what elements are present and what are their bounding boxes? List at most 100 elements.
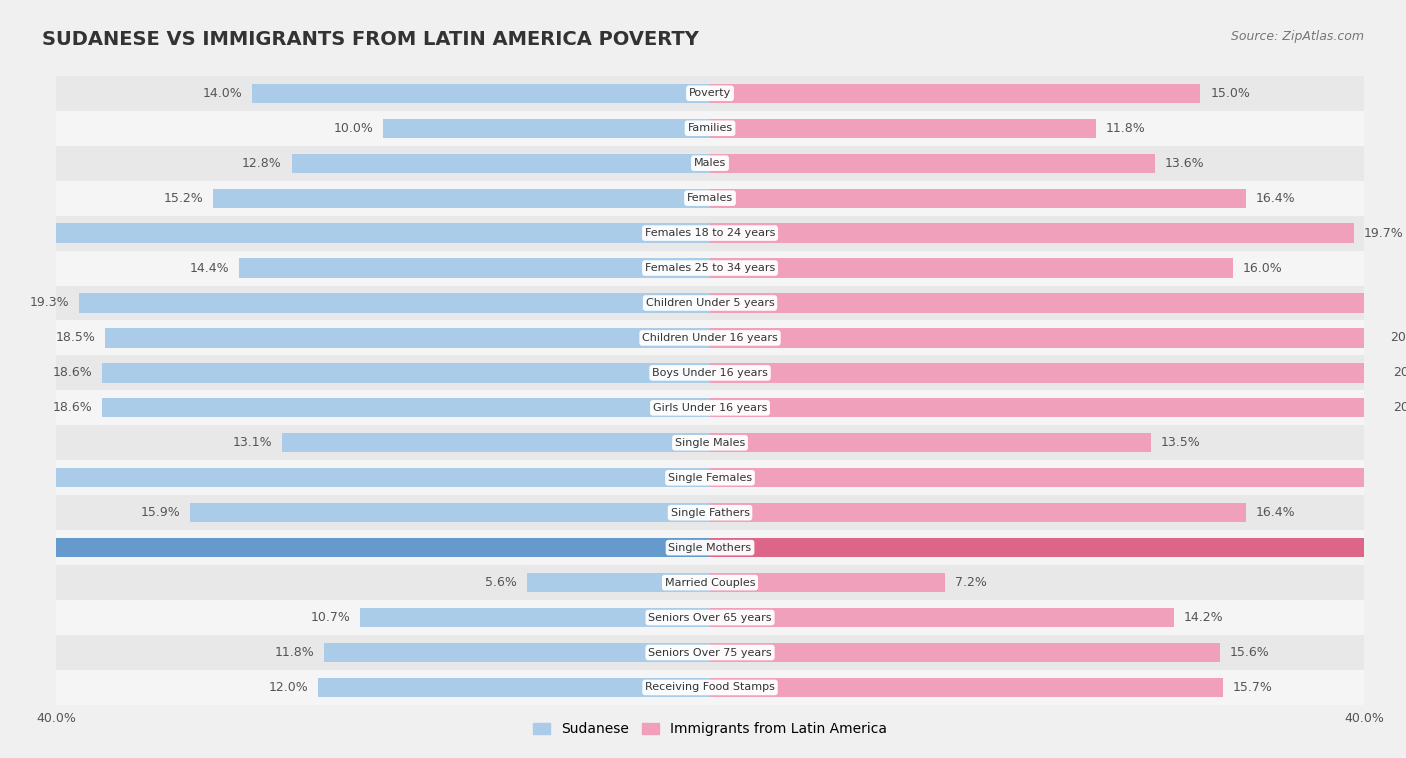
Bar [710,363,1384,383]
Text: Females 18 to 24 years: Females 18 to 24 years [645,228,775,238]
Bar [56,635,1364,670]
Bar [710,258,1233,277]
Text: 15.2%: 15.2% [163,192,204,205]
Bar [710,118,1095,138]
Bar [0,468,710,487]
Text: Females: Females [688,193,733,203]
Text: Receiving Food Stamps: Receiving Food Stamps [645,682,775,693]
Bar [56,495,1364,530]
Text: Single Mothers: Single Mothers [668,543,752,553]
Text: 13.6%: 13.6% [1164,157,1204,170]
Text: 12.8%: 12.8% [242,157,281,170]
Bar [0,538,710,557]
Bar [214,189,710,208]
Bar [710,538,1406,557]
Text: Single Females: Single Females [668,473,752,483]
Text: 18.6%: 18.6% [52,366,93,380]
Bar [710,678,1223,697]
Bar [318,678,710,697]
Text: 15.9%: 15.9% [141,506,180,519]
Bar [281,433,710,453]
Bar [360,608,710,627]
Bar [56,146,1364,180]
Bar [79,293,710,312]
Bar [0,224,710,243]
Text: Females 25 to 34 years: Females 25 to 34 years [645,263,775,273]
Bar [710,643,1220,662]
Bar [710,503,1246,522]
Text: 20.6%: 20.6% [1393,366,1406,380]
Bar [710,293,1403,312]
Bar [710,468,1406,487]
Text: 13.5%: 13.5% [1161,437,1201,449]
Text: 14.2%: 14.2% [1184,611,1223,624]
Bar [710,189,1246,208]
Text: 10.0%: 10.0% [333,122,374,135]
Bar [56,565,1364,600]
Bar [325,643,710,662]
Text: 19.7%: 19.7% [1364,227,1403,240]
Text: Single Males: Single Males [675,438,745,448]
Bar [710,83,1201,103]
Bar [56,460,1364,495]
Text: 14.0%: 14.0% [202,86,243,100]
Bar [56,76,1364,111]
Text: Girls Under 16 years: Girls Under 16 years [652,402,768,413]
Text: Single Fathers: Single Fathers [671,508,749,518]
Text: 18.6%: 18.6% [52,401,93,415]
Legend: Sudanese, Immigrants from Latin America: Sudanese, Immigrants from Latin America [527,717,893,742]
Bar [56,251,1364,286]
Bar [56,215,1364,251]
Bar [382,118,710,138]
Text: 15.0%: 15.0% [1211,86,1250,100]
Text: 7.2%: 7.2% [955,576,987,589]
Text: 12.0%: 12.0% [269,681,308,694]
Text: 11.8%: 11.8% [1105,122,1146,135]
Text: 19.3%: 19.3% [30,296,69,309]
Text: Married Couples: Married Couples [665,578,755,587]
Text: 16.0%: 16.0% [1243,262,1282,274]
Bar [239,258,710,277]
Bar [527,573,710,592]
Text: Children Under 5 years: Children Under 5 years [645,298,775,308]
Bar [56,286,1364,321]
Text: 16.4%: 16.4% [1256,192,1295,205]
Text: 14.4%: 14.4% [190,262,229,274]
Bar [253,83,710,103]
Bar [710,154,1154,173]
Text: 11.8%: 11.8% [274,646,315,659]
Bar [56,670,1364,705]
Text: 15.7%: 15.7% [1233,681,1272,694]
Bar [56,390,1364,425]
Text: Seniors Over 65 years: Seniors Over 65 years [648,612,772,622]
Text: 20.5%: 20.5% [1391,331,1406,344]
Bar [710,398,1384,418]
Text: Families: Families [688,124,733,133]
Text: Males: Males [695,158,725,168]
Text: 18.5%: 18.5% [56,331,96,344]
Bar [56,111,1364,146]
Bar [190,503,710,522]
Bar [56,356,1364,390]
Text: Source: ZipAtlas.com: Source: ZipAtlas.com [1230,30,1364,43]
Text: Poverty: Poverty [689,88,731,99]
Bar [56,600,1364,635]
Text: Boys Under 16 years: Boys Under 16 years [652,368,768,378]
Bar [291,154,710,173]
Bar [105,328,710,348]
Bar [103,363,710,383]
Text: 16.4%: 16.4% [1256,506,1295,519]
Text: 10.7%: 10.7% [311,611,350,624]
Bar [710,433,1152,453]
Text: 20.6%: 20.6% [1393,401,1406,415]
Text: SUDANESE VS IMMIGRANTS FROM LATIN AMERICA POVERTY: SUDANESE VS IMMIGRANTS FROM LATIN AMERIC… [42,30,699,49]
Bar [56,425,1364,460]
Text: 5.6%: 5.6% [485,576,517,589]
Bar [56,321,1364,356]
Bar [710,573,945,592]
Bar [710,328,1381,348]
Text: Seniors Over 75 years: Seniors Over 75 years [648,647,772,657]
Text: 13.1%: 13.1% [232,437,271,449]
Bar [710,224,1354,243]
Bar [56,180,1364,215]
